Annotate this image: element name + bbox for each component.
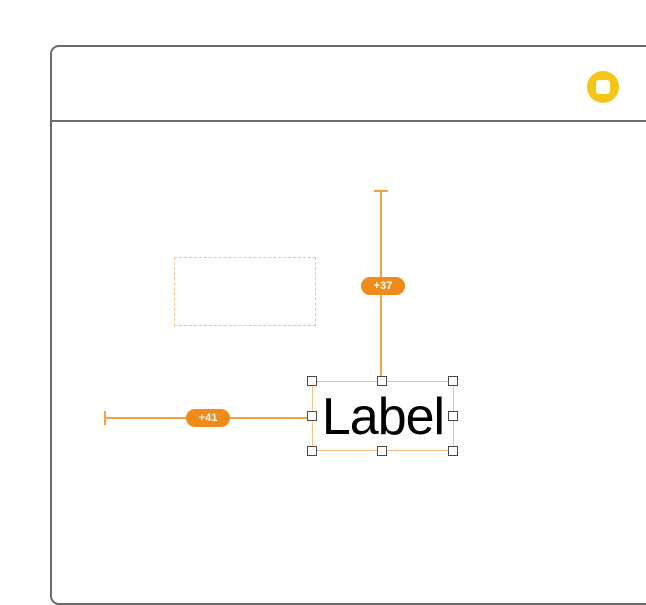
leading-constraint-badge[interactable]: +41 <box>186 409 230 427</box>
storyboard-canvas: +37 +41 Label <box>50 45 646 605</box>
scene-dock[interactable] <box>52 47 646 122</box>
resize-handle-right[interactable] <box>448 411 458 421</box>
misplaced-frame-indicator <box>174 257 316 326</box>
view-controller-scene[interactable] <box>50 45 646 605</box>
view-controller-icon[interactable] <box>587 71 619 103</box>
resize-handle-top-right[interactable] <box>448 376 458 386</box>
resize-handle-left[interactable] <box>307 411 317 421</box>
resize-handle-top[interactable] <box>377 376 387 386</box>
label-text: Label <box>321 388 445 446</box>
label-element[interactable]: Label <box>312 381 454 451</box>
top-constraint-badge[interactable]: +37 <box>361 277 405 295</box>
resize-handle-top-left[interactable] <box>307 376 317 386</box>
resize-handle-bottom-right[interactable] <box>448 446 458 456</box>
resize-handle-bottom-left[interactable] <box>307 446 317 456</box>
resize-handle-bottom[interactable] <box>377 446 387 456</box>
